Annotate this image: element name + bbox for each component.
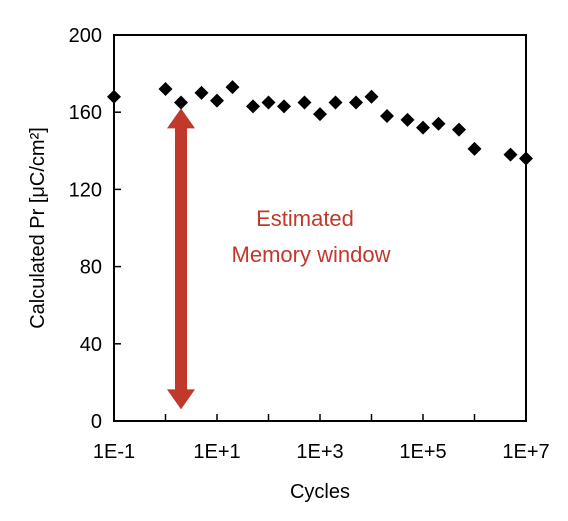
y-tick-label: 120 — [69, 179, 102, 201]
data-point — [261, 95, 276, 110]
x-tick-label: 1E+5 — [399, 441, 446, 463]
y-tick-label: 160 — [69, 102, 102, 124]
data-point — [107, 89, 121, 104]
annotation-line-1: Estimated — [256, 206, 354, 231]
data-point — [400, 112, 415, 127]
annotation-line-2: Memory window — [232, 242, 391, 267]
y-tick-label: 40 — [80, 334, 102, 356]
data-point — [158, 82, 173, 97]
data-point — [174, 95, 189, 110]
data-point — [297, 95, 312, 110]
data-point — [245, 99, 260, 114]
data-point — [431, 116, 446, 131]
data-point — [348, 95, 363, 110]
data-point — [194, 85, 209, 100]
y-tick-label: 80 — [80, 257, 102, 279]
x-tick-label: 1E+7 — [502, 441, 549, 463]
y-axis: 0 40 80 120 160 200 — [69, 25, 121, 433]
data-point — [364, 89, 379, 104]
data-point — [277, 99, 292, 114]
data-point — [503, 147, 518, 162]
y-tick-label: 200 — [69, 25, 102, 47]
data-point — [416, 120, 430, 135]
double-arrow-icon — [167, 108, 196, 410]
x-axis-title: Cycles — [290, 481, 350, 503]
data-point — [519, 151, 533, 166]
data-point — [467, 141, 482, 156]
data-point — [225, 80, 240, 95]
x-tick-label: 1E+3 — [296, 441, 343, 463]
data-point — [380, 109, 395, 124]
y-tick-label: 0 — [91, 411, 102, 433]
data-series — [107, 80, 533, 166]
x-tick-label: 1E+1 — [193, 441, 240, 463]
y-axis-title: Calculated Pr [μC/cm²] — [27, 127, 49, 329]
data-point — [328, 95, 343, 110]
data-point — [451, 122, 466, 137]
x-axis: 1E-1 1E+1 1E+3 1E+5 1E+7 — [93, 414, 550, 463]
x-tick-label: 1E-1 — [93, 441, 135, 463]
memory-window-annotation: Estimated Memory window — [167, 108, 391, 410]
data-point — [210, 93, 224, 108]
data-point — [313, 107, 327, 122]
